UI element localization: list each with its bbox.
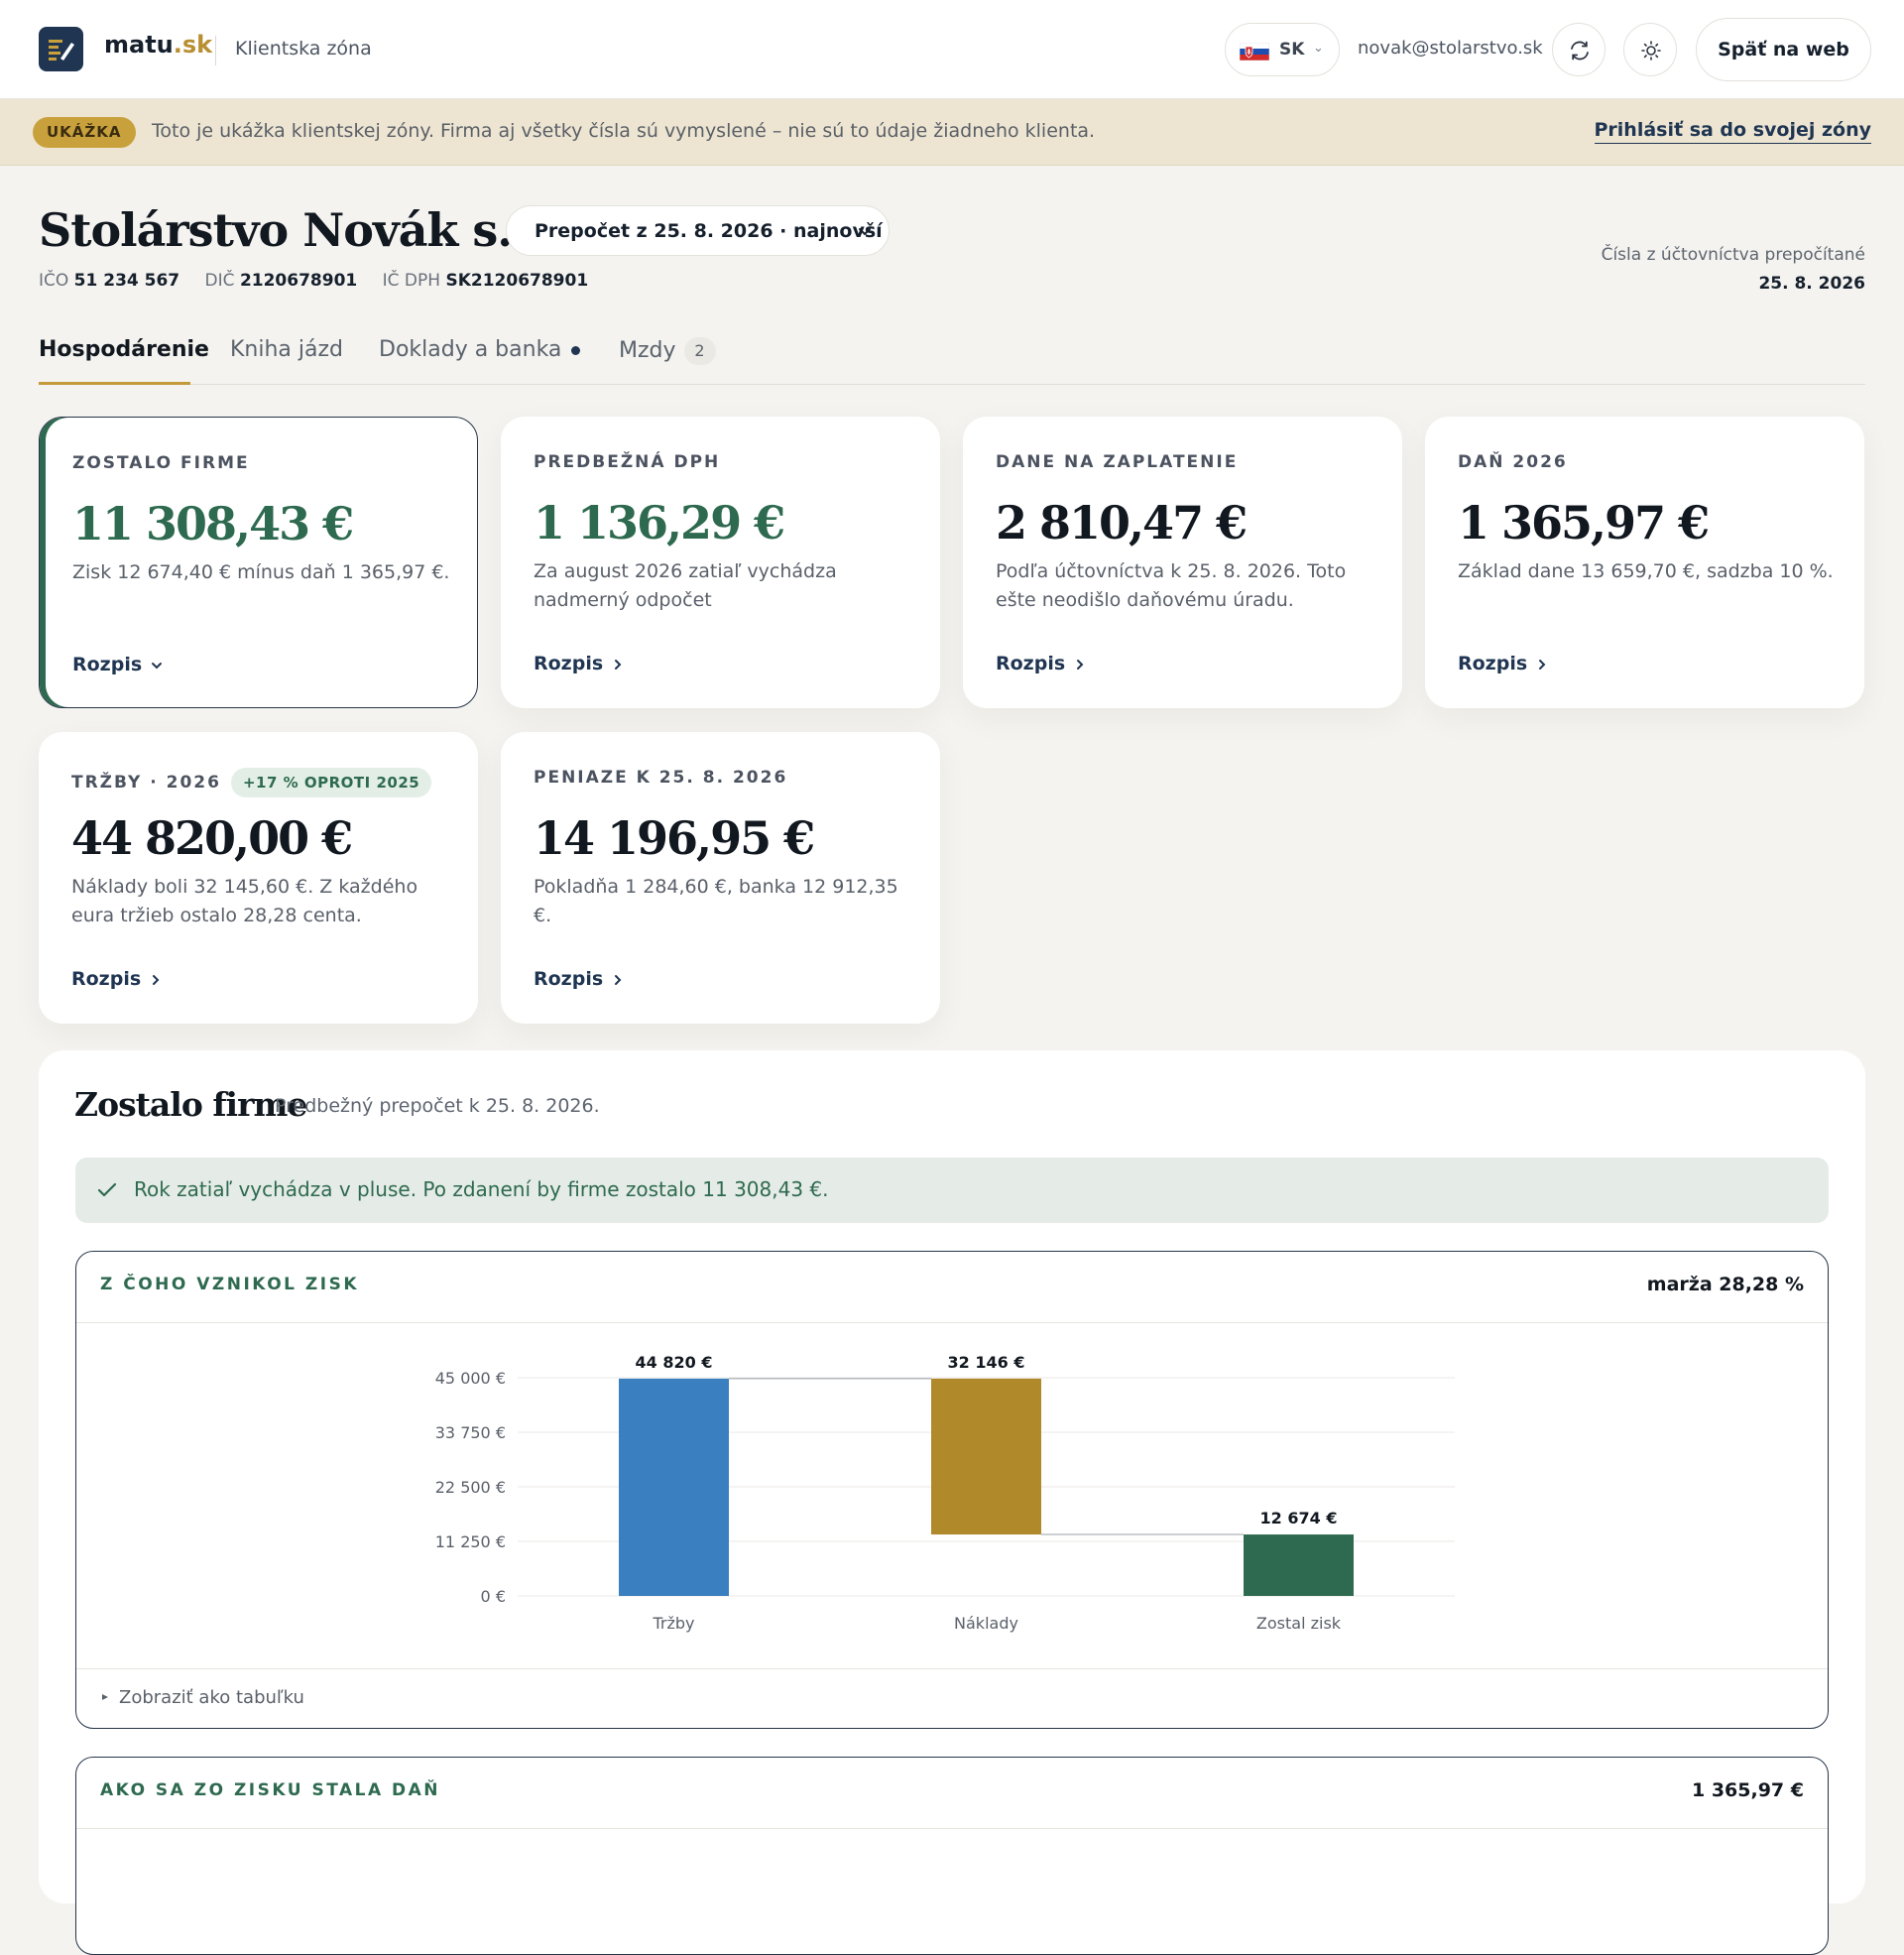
- tab-bar: Hospodárenie Kniha jázd Doklady a banka …: [39, 327, 1865, 385]
- demo-message: Toto je ukážka klientskej zóny. Firma aj…: [152, 120, 1096, 142]
- demo-badge: UKÁŽKA: [33, 117, 136, 148]
- check-icon: [97, 1182, 117, 1197]
- card-description: Za august 2026 zatiaľ vychádza nadmerný …: [534, 560, 837, 611]
- y-tick-label: 33 750 €: [435, 1423, 506, 1442]
- x-tick-label: Zostal zisk: [1256, 1614, 1342, 1633]
- panel-subtitle: Predbežný prepočet k 25. 8. 2026.: [275, 1095, 600, 1117]
- breakdown-link[interactable]: Rozpis: [72, 654, 164, 675]
- breakdown-link[interactable]: Rozpis: [534, 968, 625, 990]
- demo-banner: UKÁŽKA Toto je ukážka klientskej zóny. F…: [0, 99, 1904, 166]
- language-selector[interactable]: SK ⌄: [1225, 23, 1340, 76]
- refresh-button[interactable]: [1552, 23, 1606, 76]
- dic-value: 2120678901: [239, 271, 358, 291]
- bar-3: [1244, 1534, 1354, 1596]
- card-value: 1 365,97 €: [1458, 496, 1710, 550]
- data-label: 12 674 €: [1260, 1509, 1338, 1527]
- y-tick-label: 0 €: [481, 1587, 506, 1606]
- card-dane-na-zaplatenie[interactable]: DANE NA ZAPLATENIE 2 810,47 € Podľa účto…: [963, 417, 1402, 708]
- tax-derivation-card: AKO SA ZO ZISKU STALA DAŇ 1 365,97 €: [75, 1757, 1829, 1955]
- profit-source-card: Z ČOHO VZNIKOL ZISK marža 28,28 % 0 € 11 …: [75, 1251, 1829, 1729]
- card-trzby[interactable]: TRŽBY · 2026 +17 % OPROTI 2025 44 820,00 …: [39, 732, 478, 1024]
- tab-mzdy[interactable]: Mzdy 2: [619, 337, 716, 365]
- card-description: Základ dane 13 659,70 €, sadzba 10 %.: [1458, 560, 1834, 582]
- recount-date: 25. 8. 2026: [1758, 274, 1865, 294]
- chevron-right-icon: [153, 974, 160, 985]
- chevron-right-icon: [1077, 659, 1084, 670]
- zostalo-firme-panel: Zostalo firme Predbežný prepočet k 25. 8…: [39, 1050, 1865, 1955]
- card-value: 1 136,29 €: [534, 496, 785, 550]
- tab-hospodarenie[interactable]: Hospodárenie: [39, 337, 209, 362]
- tax-total: 1 365,97 €: [1692, 1779, 1804, 1801]
- card-description: Zisk 12 674,40 € mínus daň 1 365,97 €.: [72, 561, 450, 583]
- refresh-icon: [1571, 41, 1589, 61]
- recalculation-selector[interactable]: Prepočet z 25. 8. 2026 · najnovší: [506, 205, 890, 256]
- chevron-down-icon: [152, 662, 163, 669]
- icdph-value: SK2120678901: [445, 271, 589, 291]
- card-zostalo-firme[interactable]: ZOSTALO FIRME 11 308,43 € Zisk 12 674,40…: [39, 417, 478, 708]
- x-tick-label: Tržby: [652, 1614, 694, 1633]
- data-label: 44 820 €: [636, 1353, 713, 1372]
- card-predbezna-dph[interactable]: PREDBEŽNÁ DPH 1 136,29 € Za august 2026 …: [501, 417, 940, 708]
- card-description: Podľa účtovníctva k 25. 8. 2026. Toto eš…: [996, 560, 1347, 611]
- tab-kniha-jazd[interactable]: Kniha jázd: [230, 337, 344, 362]
- breakdown-link[interactable]: Rozpis: [71, 968, 163, 990]
- data-label: 32 146 €: [948, 1353, 1025, 1372]
- ico-value: 51 234 567: [73, 271, 180, 291]
- card-description: Pokladňa 1 284,60 €, banka 12 912,35 €.: [534, 876, 898, 926]
- company-identifiers: IČO 51 234 567 DIČ 2120678901 IČ DPH SK2…: [39, 271, 589, 291]
- card-value: 11 308,43 €: [72, 497, 354, 550]
- yoy-badge: +17 % OPROTI 2025: [230, 768, 432, 797]
- card-description: Náklady boli 32 145,60 €. Z každého eura…: [71, 876, 418, 926]
- breakdown-link[interactable]: Rozpis: [534, 653, 625, 674]
- chevron-right-icon: [615, 974, 622, 985]
- tax-card-title: AKO SA ZO ZISKU STALA DAŇ: [100, 1780, 441, 1800]
- card-value: 44 820,00 €: [71, 811, 353, 865]
- active-tab-indicator: [39, 382, 190, 385]
- chevron-down-icon: [859, 228, 871, 236]
- zone-label: Klientska zóna: [235, 38, 372, 60]
- sun-icon: [1641, 41, 1661, 61]
- bar-2: [931, 1378, 1041, 1535]
- disclosure-triangle-icon: [102, 1694, 108, 1700]
- brand-divider: [215, 36, 216, 65]
- status-message: Rok zatiaľ vychádza v pluse. Po zdanení …: [75, 1158, 1829, 1223]
- chevron-right-icon: [615, 659, 622, 670]
- recalculation-label: Prepočet z 25. 8. 2026 · najnovší: [535, 220, 883, 242]
- tab-doklady-a-banka[interactable]: Doklady a banka: [379, 337, 581, 362]
- top-bar: matu.sk Klientska zóna SK ⌄ novak@stolar…: [0, 0, 1904, 99]
- brand-name[interactable]: matu.sk: [104, 31, 213, 59]
- chevron-down-icon: ⌄: [1313, 41, 1324, 56]
- card-dan-2026[interactable]: DAŇ 2026 1 365,97 € Základ dane 13 659,7…: [1425, 417, 1864, 708]
- bar-1: [619, 1378, 729, 1596]
- card-peniaze[interactable]: PENIAZE K 25. 8. 2026 14 196,95 € Poklad…: [501, 732, 940, 1024]
- y-tick-label: 22 500 €: [435, 1478, 506, 1497]
- margin-value: marža 28,28 %: [1646, 1274, 1804, 1295]
- slovakia-flag-icon: [1240, 43, 1269, 61]
- x-tick-label: Náklady: [954, 1614, 1018, 1633]
- logo-icon[interactable]: [39, 27, 83, 71]
- recount-info: Čísla z účtovníctva prepočítané 25. 8. 2…: [1601, 245, 1865, 294]
- back-to-web-button[interactable]: Späť na web: [1696, 18, 1871, 81]
- y-tick-label: 11 250 €: [435, 1532, 506, 1551]
- login-link[interactable]: Prihlásiť sa do svojej zóny: [1594, 119, 1871, 144]
- chevron-right-icon: [1539, 659, 1546, 670]
- unread-dot: [571, 345, 581, 355]
- card-value: 14 196,95 €: [534, 811, 815, 865]
- breakdown-link[interactable]: Rozpis: [1458, 653, 1549, 674]
- y-tick-label: 45 000 €: [435, 1369, 506, 1388]
- card-value: 2 810,47 €: [996, 496, 1248, 550]
- count-badge: 2: [683, 337, 716, 365]
- theme-toggle-button[interactable]: [1623, 23, 1677, 76]
- user-email[interactable]: novak@stolarstvo.sk: [1358, 38, 1543, 59]
- breakdown-link[interactable]: Rozpis: [996, 653, 1087, 674]
- profit-waterfall-chart: 0 € 11 250 € 22 500 € 33 750 € 45 000 € 44 82…: [435, 1353, 1455, 1633]
- panel-title: Zostalo firme: [74, 1085, 307, 1124]
- profit-card-title: Z ČOHO VZNIKOL ZISK: [100, 1275, 359, 1294]
- language-code: SK: [1279, 40, 1305, 60]
- show-as-table-toggle[interactable]: Zobraziť ako tabuľku: [76, 1668, 1828, 1728]
